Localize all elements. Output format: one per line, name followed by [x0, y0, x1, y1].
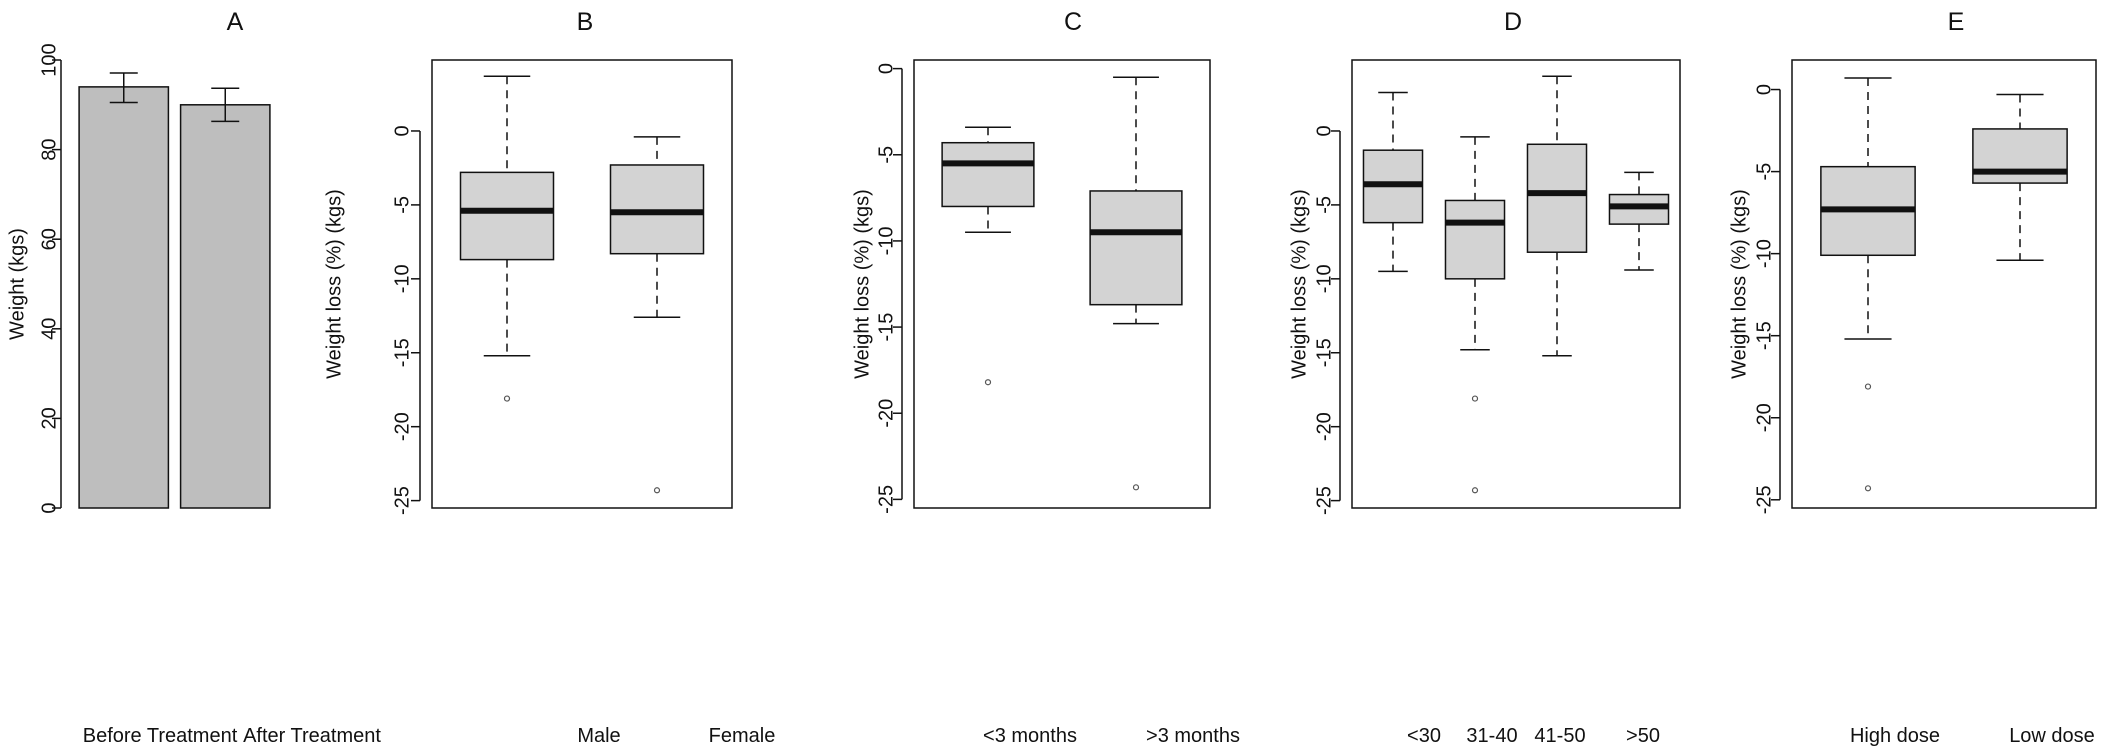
y-tick-label: -10 [1313, 264, 1335, 293]
panel-title: D [1504, 8, 1522, 36]
y-axis-label: Weight loss (%) (kgs) [1288, 189, 1310, 379]
x-tick-label: Female [709, 725, 776, 747]
y-tick-label: -5 [1753, 163, 1775, 181]
y-axis-label: Weight loss (%) (kgs) [851, 189, 873, 379]
plot-frame [1351, 59, 1681, 509]
outlier-point [984, 379, 992, 386]
y-tick-label: -25 [391, 486, 413, 515]
x-tick-label: Before Treatment [83, 725, 238, 747]
y-tick-label: 0 [391, 125, 413, 136]
outlier-point [1471, 487, 1479, 494]
panel-C: C Weight loss (%) (kgs) 0 -5 -10 -15 -20 -25 <3 … [851, 8, 1240, 747]
y-tick-label: 0 [38, 502, 60, 513]
y-tick-label: 20 [38, 407, 60, 429]
y-tick-label: -10 [391, 264, 413, 293]
box [1972, 128, 2068, 184]
box [941, 141, 1035, 208]
bar [78, 86, 170, 509]
y-axis-label: Weight loss (%) (kgs) [323, 189, 345, 379]
y-tick-label: -15 [391, 338, 413, 367]
x-tick-label: >50 [1626, 725, 1660, 747]
y-tick-label: -25 [1313, 486, 1335, 515]
panel-D: D Weight loss (%) (kgs) 0 -5 -10 -15 -20 -25 <30… [1288, 8, 1681, 747]
panel-B: B Weight loss (%) (kgs) 0 -5 -10 -15 -20 -25 Mal… [323, 8, 775, 747]
panel-A: A Weight (kgs) 0 20 40 60 80 100 Before Treatmen… [6, 8, 381, 747]
box [459, 171, 555, 261]
panel-title: C [1064, 8, 1082, 36]
x-tick-label: Male [577, 725, 620, 747]
y-tick-label: -10 [875, 226, 897, 255]
y-tick-label: 0 [1313, 125, 1335, 136]
box [1089, 190, 1183, 306]
x-tick-label: 41-50 [1534, 725, 1585, 747]
y-tick-label: -5 [391, 196, 413, 214]
box [1526, 143, 1588, 253]
y-tick-label: 60 [38, 228, 60, 250]
x-tick-label: 31-40 [1466, 725, 1517, 747]
y-axis-label: Weight loss (%) (kgs) [1728, 189, 1750, 379]
y-tick-label: -15 [1313, 338, 1335, 367]
x-tick-label: High dose [1850, 725, 1940, 747]
y-tick-label: 80 [38, 138, 60, 160]
plot-frame [431, 59, 733, 509]
bar [179, 104, 271, 509]
x-tick-label: >3 months [1146, 725, 1240, 747]
y-tick-label: -15 [875, 313, 897, 342]
y-tick-label: -15 [1753, 321, 1775, 350]
x-tick-label: After Treatment [243, 725, 381, 747]
outlier-point [1132, 484, 1140, 491]
outlier-point [1864, 383, 1872, 390]
plot-frame [913, 59, 1211, 509]
y-tick-label: -5 [1313, 196, 1335, 214]
y-tick-label: -20 [1753, 403, 1775, 432]
y-tick-label: -5 [875, 146, 897, 164]
outlier-point [1471, 395, 1479, 402]
y-tick-label: 0 [875, 63, 897, 74]
x-tick-label: <3 months [983, 725, 1077, 747]
y-axis-label: Weight (kgs) [6, 228, 28, 340]
y-tick-label: -20 [391, 412, 413, 441]
panel-title: B [577, 8, 594, 36]
plot-frame [1791, 59, 2097, 509]
y-tick-label: -20 [875, 399, 897, 428]
x-tick-label: Low dose [2009, 725, 2095, 747]
outlier-point [1864, 485, 1872, 492]
x-tick-label: <30 [1407, 725, 1441, 747]
y-tick-label: 40 [38, 318, 60, 340]
panel-E: E Weight loss (%) (kgs) 0 -5 -10 -15 -20 -25 Hig… [1728, 8, 2097, 747]
box [1444, 199, 1506, 280]
outlier-point [503, 395, 511, 402]
y-tick-label: -20 [1313, 412, 1335, 441]
y-tick-label: 0 [1753, 84, 1775, 95]
panel-title: E [1948, 8, 1965, 36]
y-tick-label: -25 [875, 485, 897, 514]
panel-title: A [227, 8, 244, 36]
y-tick-label: -10 [1753, 239, 1775, 268]
y-tick-label: -25 [1753, 485, 1775, 514]
outlier-point [653, 487, 661, 494]
y-tick-label: 100 [38, 43, 60, 76]
